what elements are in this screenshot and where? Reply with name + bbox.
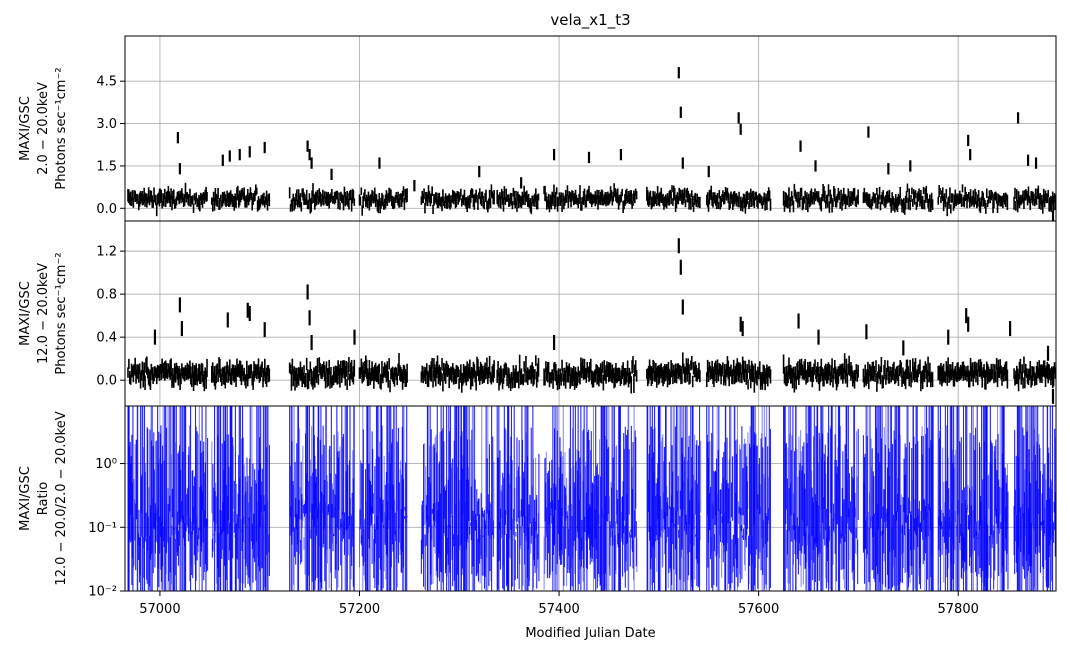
y-axis-label: 12.0 − 20.0keV [36,263,51,364]
x-tick-label: 57800 [938,602,979,617]
y-tick-label: 1.5 [96,159,117,174]
y-axis-label: MAXI/GSC [18,281,33,346]
y-tick-label: 0.8 [96,288,117,303]
y-tick-label: 4.5 [96,75,117,90]
x-tick-label: 57400 [538,602,579,617]
y-tick-label: 10⁻¹ [88,521,117,536]
y-tick-label: 0.4 [96,331,117,346]
x-axis: 57000 57200 57400 57600 57800 [139,591,979,617]
y-tick-label: 10⁻² [88,585,117,600]
x-tick-label: 57600 [738,602,779,617]
y-axis-label: 12.0 − 20.0/2.0 − 20.0keV [54,411,69,585]
chart-title: vela_x1_t3 [550,11,630,30]
x-axis-label: Modified Julian Date [525,626,655,641]
panel-soft-flux: 0.0 1.5 3.0 4.5 MAXI/GSC 2.0 − 20.0keV Photons… [18,35,1057,222]
y-axis-label: Ratio [36,482,51,515]
y-tick-label: 10⁰ [95,457,117,472]
y-tick-label: 1.2 [96,245,117,260]
y-tick-label: 0.0 [96,202,117,217]
y-axis-label: 2.0 − 20.0keV [36,82,51,175]
panel-hard-flux: 0.0 0.4 0.8 1.2 MAXI/GSC 12.0 − 20.0keV Photon… [18,220,1057,407]
panel-frame [124,405,1057,592]
panel-hardness-ratio: 10⁻² 10⁻¹ 10⁰ MAXI/GSC Ratio 12.0 − 20.0/2.0 … [18,405,1057,600]
y-axis-label: MAXI/GSC [18,96,33,161]
y-tick-label: 0.0 [96,374,117,389]
y-axis-label: Photons sec⁻¹cm⁻² [54,252,69,374]
x-tick-label: 57200 [339,602,380,617]
y-axis-label: MAXI/GSC [18,466,33,531]
data-series-ratio [127,406,1056,591]
y-tick-label: 3.0 [96,117,117,132]
y-axis-label: Photons sec⁻¹cm⁻² [54,67,69,189]
data-series-soft [127,67,1056,221]
x-tick-label: 57000 [139,602,180,617]
data-series-hard [127,238,1056,404]
